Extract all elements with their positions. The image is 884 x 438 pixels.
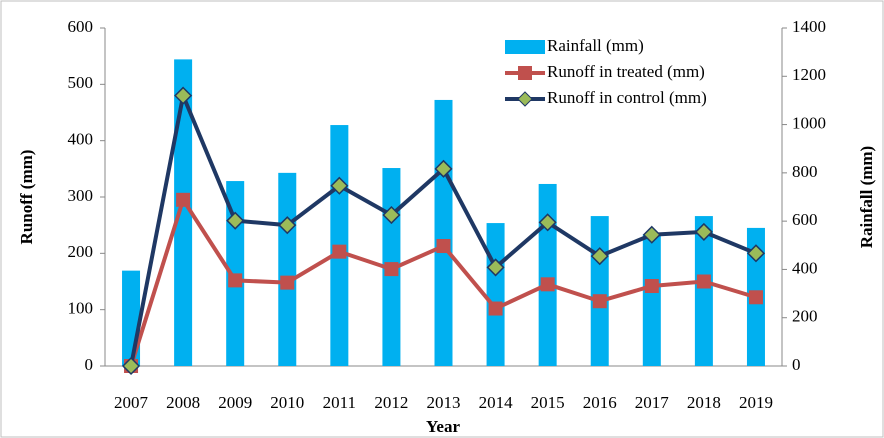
- x-tick-label: 2009: [218, 393, 252, 412]
- marker: [538, 213, 557, 232]
- marker: [436, 239, 451, 254]
- y-tick-label: 200: [68, 242, 94, 261]
- y2-tick-label: 1400: [792, 17, 826, 36]
- x-tick-label: 2017: [635, 393, 670, 412]
- x-tick-label: 2010: [270, 393, 304, 412]
- x-tick-label: 2013: [427, 393, 461, 412]
- y2-tick-label: 600: [792, 210, 818, 229]
- marker: [748, 290, 763, 305]
- x-tick-label: 2011: [323, 393, 356, 412]
- bar: [278, 172, 297, 366]
- x-tick-label: 2016: [583, 393, 617, 412]
- x-tick-label: 2008: [166, 393, 200, 412]
- marker: [332, 244, 347, 259]
- y-tick-label: 400: [68, 130, 94, 149]
- x-axis-title: Year: [426, 417, 460, 436]
- x-tick-label: 2014: [479, 393, 514, 412]
- y2-tick-label: 800: [792, 162, 818, 181]
- marker: [694, 222, 713, 241]
- x-tick-label: 2012: [374, 393, 408, 412]
- x-tick-label: 2015: [531, 393, 565, 412]
- y2-tick-label: 200: [792, 307, 818, 326]
- x-tick-label: 2018: [687, 393, 721, 412]
- legend-label: Runoff in control (mm): [547, 88, 707, 107]
- marker: [488, 301, 503, 316]
- marker: [384, 262, 399, 277]
- marker: [176, 192, 191, 207]
- marker: [121, 356, 141, 376]
- marker: [592, 294, 607, 309]
- marker: [280, 275, 295, 290]
- bar: [694, 216, 713, 366]
- bar: [434, 99, 453, 367]
- bar: [590, 216, 609, 366]
- y2-tick-label: 1200: [792, 65, 826, 84]
- marker: [174, 86, 193, 105]
- y-tick-label: 600: [68, 17, 94, 36]
- bar: [642, 234, 661, 366]
- y-tick-label: 100: [68, 299, 94, 318]
- marker: [746, 244, 766, 263]
- y2-tick-label: 1000: [792, 113, 826, 132]
- marker: [540, 277, 555, 292]
- marker: [644, 279, 659, 294]
- marker: [278, 216, 297, 235]
- bar: [174, 59, 193, 367]
- legend-label: Runoff in treated (mm): [547, 62, 705, 81]
- marker: [642, 225, 661, 244]
- x-tick-label: 2019: [739, 393, 773, 412]
- marker: [590, 247, 609, 266]
- bar: [486, 223, 505, 366]
- marker: [228, 273, 243, 288]
- y2-axis-title: Rainfall (mm): [857, 146, 876, 248]
- y-tick-label: 300: [68, 186, 94, 205]
- x-tick-label: 2007: [114, 393, 149, 412]
- marker: [330, 176, 349, 195]
- legend-label: Rainfall (mm): [547, 36, 644, 55]
- y2-tick-label: 0: [792, 355, 801, 374]
- y2-tick-label: 400: [792, 258, 818, 277]
- legend-marker: [518, 66, 532, 80]
- y-axis-title: Runoff (mm): [17, 150, 36, 245]
- marker: [382, 205, 401, 225]
- marker: [696, 274, 711, 289]
- marker: [486, 258, 505, 277]
- bar: [538, 183, 557, 366]
- legend-marker: [517, 91, 533, 107]
- marker: [434, 159, 453, 178]
- marker: [226, 211, 245, 230]
- y-tick-label: 0: [85, 355, 94, 374]
- legend-swatch: [505, 40, 545, 54]
- y-tick-label: 500: [68, 73, 94, 92]
